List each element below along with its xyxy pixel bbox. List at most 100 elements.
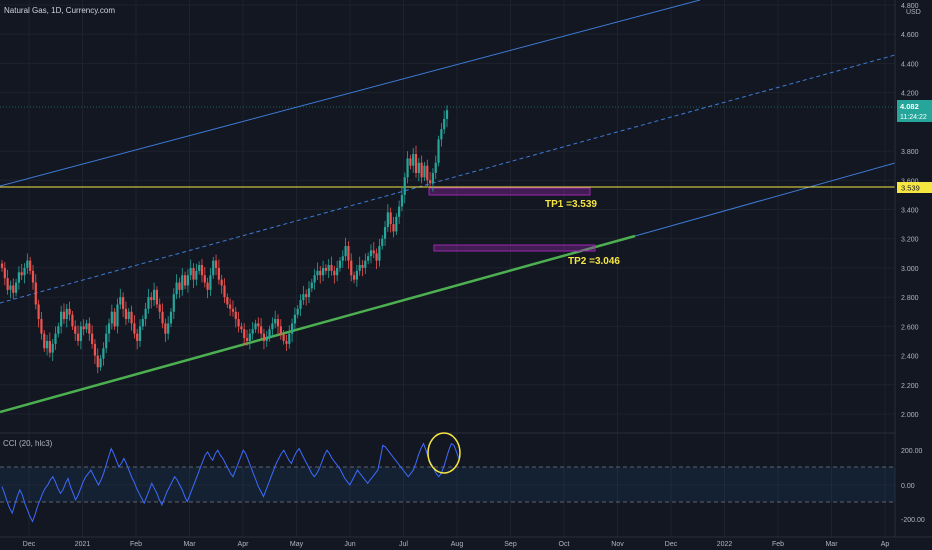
candle-body: [91, 333, 94, 344]
cci-highlight-circle[interactable]: [427, 432, 461, 474]
time-tick-label: Feb: [772, 541, 784, 548]
price-tick-label: 3.000: [901, 266, 919, 273]
candle-body: [26, 260, 29, 268]
candle-body: [398, 206, 401, 217]
candle-body: [375, 253, 378, 261]
channel-upper-line[interactable]: [0, 0, 701, 187]
candle-body: [347, 246, 350, 261]
tp1-zone-box[interactable]: [428, 187, 591, 196]
time-tick-label: 2022: [717, 541, 733, 548]
symbol-title[interactable]: Natural Gas, 1D, Currency.com: [4, 6, 115, 15]
candle-body: [305, 294, 308, 298]
candle-body: [369, 250, 373, 257]
candle-body: [341, 256, 344, 261]
candle-body: [282, 333, 285, 341]
candle-body: [172, 294, 175, 312]
support-trend-line[interactable]: [0, 234, 636, 414]
candle-body: [40, 319, 43, 334]
candle-body: [130, 311, 133, 324]
candle-body: [316, 270, 319, 276]
tp2-zone-box[interactable]: [433, 244, 596, 252]
candle-body: [6, 278, 9, 290]
candle-body: [29, 260, 32, 271]
candle-body: [60, 311, 63, 327]
candle-body: [420, 162, 423, 178]
cci-indicator-label[interactable]: CCI (20, hlc3): [3, 439, 53, 448]
candle-body: [296, 308, 299, 315]
price-tick-label: 2.800: [901, 295, 919, 302]
candle-body: [440, 129, 443, 140]
candle-body: [110, 311, 113, 324]
candle-body: [321, 267, 325, 276]
support-trend-extension-line[interactable]: [634, 162, 896, 237]
grid-lines: [0, 0, 895, 537]
candle-body: [79, 326, 82, 341]
candle-body: [14, 282, 18, 293]
cci-tick-zero: 0.00: [901, 483, 915, 490]
time-tick-label: May: [290, 541, 304, 548]
candle-body: [262, 333, 266, 341]
price-tick-label: 2.600: [901, 324, 919, 331]
candle-body: [274, 319, 277, 324]
candle-body: [386, 212, 389, 228]
candle-body: [285, 340, 288, 344]
candle-body: [138, 326, 142, 341]
cci-line: [1, 442, 460, 523]
price-tick-label: 3.800: [901, 149, 919, 156]
candle-body: [358, 265, 361, 271]
candle-body: [288, 333, 291, 344]
candle-body: [96, 355, 99, 368]
candle-body: [136, 333, 139, 341]
candle-body: [355, 270, 358, 280]
time-tick-label: Ap: [881, 541, 890, 548]
candle-body: [234, 311, 237, 320]
candle-body: [192, 267, 195, 280]
candle-body: [37, 304, 40, 320]
candle-body: [212, 260, 215, 276]
time-tick-label: Apr: [238, 541, 250, 548]
cci-tick-high: 200.00: [901, 448, 923, 455]
candle-body: [290, 323, 294, 334]
price-axis-background[interactable]: [895, 0, 932, 537]
tp2-label: TP2 =3.046: [568, 256, 620, 267]
candle-body: [400, 194, 404, 207]
candle-body: [45, 340, 49, 349]
candle-body: [178, 282, 181, 290]
candle-body: [237, 319, 240, 327]
candle-body: [43, 333, 46, 349]
candle-body: [99, 358, 102, 368]
candle-body: [119, 297, 122, 305]
candle-body: [443, 118, 446, 130]
candle-body: [20, 272, 23, 276]
candle-body: [423, 165, 426, 178]
price-tick-label: 3.600: [901, 178, 919, 185]
time-tick-label: Aug: [451, 541, 464, 548]
candle-body: [48, 340, 51, 353]
candle-body: [243, 329, 246, 339]
time-axis-background[interactable]: [0, 537, 932, 550]
candle-body: [333, 270, 336, 276]
candle-body: [251, 329, 254, 334]
candle-body: [271, 323, 274, 330]
candle-body: [412, 153, 415, 166]
candle-body: [17, 272, 20, 283]
candle-body: [327, 265, 330, 271]
channel-middle-dashed-line[interactable]: [0, 54, 896, 304]
price-tick-label: 4.600: [901, 32, 919, 39]
candle-body: [240, 326, 243, 330]
candle-body: [324, 267, 327, 271]
cci-tick-low: -200.00: [901, 517, 925, 524]
candle-body: [175, 282, 178, 295]
candle-body: [403, 177, 406, 195]
candle-body: [152, 289, 156, 301]
candle-body: [313, 275, 316, 283]
candle-body: [372, 250, 375, 254]
time-tick-label: Nov: [611, 541, 624, 548]
candle-body: [206, 282, 209, 290]
candle-body: [167, 323, 170, 334]
candle-body: [302, 294, 305, 301]
level-price-badge: [897, 182, 932, 193]
candle-body: [383, 227, 387, 239]
candle-body: [279, 326, 282, 334]
